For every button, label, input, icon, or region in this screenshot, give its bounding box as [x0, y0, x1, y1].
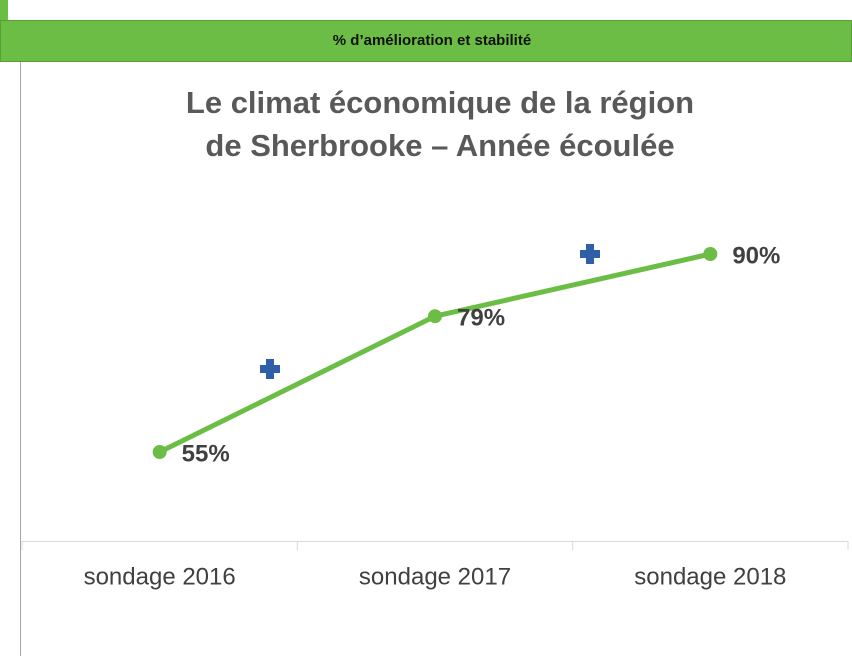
- data-point: [152, 445, 167, 459]
- header-bar: [0, 20, 852, 62]
- x-tick-label: sondage 2017: [359, 563, 511, 590]
- x-tick-label: sondage 2016: [84, 563, 236, 590]
- chart-title: Le climat économique de la région: [186, 85, 694, 120]
- header-title: % d’amélioration et stabilité: [333, 32, 531, 49]
- plus-icon: [260, 244, 600, 379]
- data-point: [428, 309, 442, 324]
- corner-mark: [0, 0, 8, 20]
- data-label: 55%: [182, 440, 230, 467]
- x-tick-label: sondage 2018: [634, 563, 786, 590]
- data-label: 79%: [457, 305, 505, 332]
- data-line: [158, 251, 711, 455]
- data-label: 90%: [732, 242, 780, 269]
- chart-title: de Sherbrooke – Année écoulée: [205, 128, 674, 163]
- data-point: [703, 247, 718, 261]
